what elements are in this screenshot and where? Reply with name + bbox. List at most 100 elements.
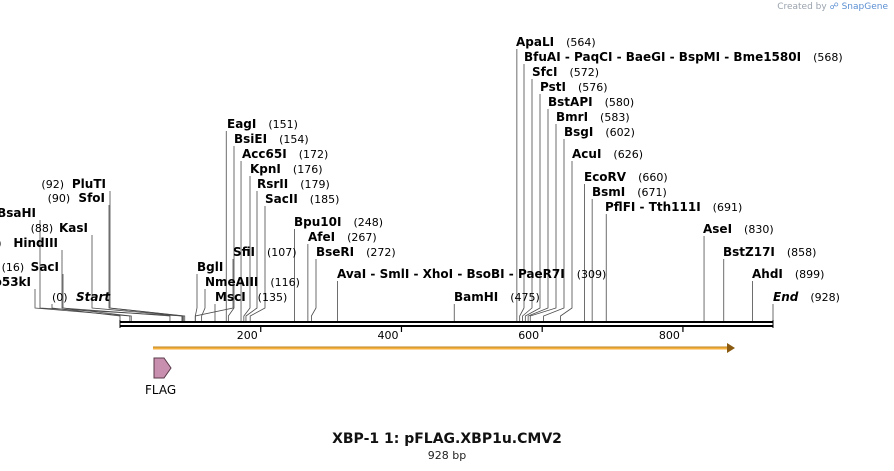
site-name: NarI - BsaHI bbox=[0, 206, 36, 220]
site-position: (116) bbox=[270, 276, 300, 289]
site-name: BsiEI bbox=[234, 132, 267, 146]
site-bsgi[interactable]: BsgI (602) bbox=[564, 125, 635, 139]
site-name: PflFI - Tth111I bbox=[605, 200, 701, 214]
site-name: EcoRV bbox=[584, 170, 627, 184]
map-length: 928 bp bbox=[427, 449, 467, 462]
site-position: (564) bbox=[566, 36, 596, 49]
site-bsiei[interactable]: BsiEI (154) bbox=[234, 132, 309, 146]
site-bpu10i[interactable]: Bpu10I (248) bbox=[294, 215, 383, 229]
site-name: BmrI bbox=[556, 110, 588, 124]
site-position: (858) bbox=[787, 246, 817, 259]
site-leader-bseri bbox=[310, 259, 317, 322]
site-rsrii[interactable]: RsrII (179) bbox=[257, 177, 330, 191]
site-leader-bstapi bbox=[527, 109, 549, 322]
site-name: Eco53kI bbox=[0, 275, 31, 289]
site-psti[interactable]: PstI (576) bbox=[540, 80, 608, 94]
site-position: (71) bbox=[0, 237, 2, 250]
site-hindiii[interactable]: HindIII (71) bbox=[0, 236, 58, 250]
site-leader-nari bbox=[39, 220, 184, 322]
site-bseri[interactable]: BseRI (272) bbox=[316, 245, 396, 259]
site-eagi[interactable]: EagI (151) bbox=[227, 117, 298, 131]
site-ahdi[interactable]: AhdI (899) bbox=[752, 267, 824, 281]
site-name: AhdI bbox=[752, 267, 783, 281]
site-apali[interactable]: ApaLI (564) bbox=[516, 35, 596, 49]
site-nari[interactable]: NarI - BsaHI(89) bbox=[0, 206, 36, 220]
site-name: SfcI bbox=[532, 65, 557, 79]
site-bfuai[interactable]: BfuAI - PaqCI - BaeGI - BspMI - Bme1580I… bbox=[524, 50, 843, 64]
dna-backbone bbox=[119, 320, 774, 328]
site-kpni[interactable]: KpnI (176) bbox=[250, 162, 323, 176]
site-leader-sfoi bbox=[108, 205, 184, 322]
site-position: (583) bbox=[600, 111, 630, 124]
site-eco53ki[interactable]: Eco53kI(14) bbox=[0, 275, 31, 289]
site-position: (92) bbox=[41, 178, 64, 191]
site-name: ApaLI bbox=[516, 35, 554, 49]
site-name: SfiI bbox=[233, 245, 255, 259]
site-position: (272) bbox=[366, 246, 396, 259]
site-bamhi[interactable]: BamHI (475) bbox=[454, 290, 540, 304]
site-position: (671) bbox=[637, 186, 667, 199]
site-name: AcuI bbox=[572, 147, 601, 161]
site-position: (88) bbox=[31, 222, 54, 235]
site-leader-eco53ki bbox=[34, 289, 131, 322]
site-name: BfuAI - PaqCI - BaeGI - BspMI - Bme1580I bbox=[524, 50, 801, 64]
site-bgli[interactable]: BglI bbox=[197, 260, 223, 274]
site-pluti[interactable]: PluTI (92) bbox=[41, 177, 106, 191]
site-position: (309) bbox=[577, 268, 607, 281]
site-name: MscI bbox=[215, 290, 246, 304]
snapgene-credit: Created by ☍ SnapGene bbox=[777, 2, 888, 12]
site-position: (691) bbox=[713, 201, 743, 214]
site-msci[interactable]: MscI (135) bbox=[215, 290, 287, 304]
site-position: (267) bbox=[347, 231, 377, 244]
site-start[interactable]: (0) Start bbox=[52, 290, 111, 304]
site-end[interactable]: End (928) bbox=[773, 290, 840, 304]
site-sfii[interactable]: SfiI (107) bbox=[233, 245, 297, 259]
site-asei[interactable]: AseI (830) bbox=[703, 222, 774, 236]
site-kasi[interactable]: KasI (88) bbox=[31, 221, 88, 235]
site-sacii[interactable]: SacII (185) bbox=[265, 192, 339, 206]
site-leader-bsiei bbox=[227, 146, 235, 322]
site-name: End bbox=[773, 290, 799, 304]
site-position: (107) bbox=[267, 246, 297, 259]
site-position: (0) bbox=[52, 291, 68, 304]
site-name: KpnI bbox=[250, 162, 281, 176]
site-bsmi[interactable]: BsmI (671) bbox=[592, 185, 667, 199]
site-sfoi[interactable]: SfoI (90) bbox=[48, 191, 105, 205]
site-name: AseI bbox=[703, 222, 732, 236]
site-bstz17i[interactable]: BstZ17I (858) bbox=[723, 245, 816, 259]
site-name: PstI bbox=[540, 80, 566, 94]
site-position: (475) bbox=[510, 291, 540, 304]
site-nmeaiii[interactable]: NmeAIII (116) bbox=[205, 275, 300, 289]
site-leader-bgli bbox=[194, 274, 198, 322]
site-name: Start bbox=[76, 290, 111, 304]
bp-axis-ticks: 200 400 600 800 bbox=[237, 326, 684, 342]
site-name: RsrII bbox=[257, 177, 288, 191]
feature-flag[interactable]: FLAG bbox=[145, 357, 176, 397]
site-bstapi[interactable]: BstAPI (580) bbox=[548, 95, 634, 109]
site-name: AvaI - SmlI - XhoI - BsoBI - PaeR7I bbox=[337, 267, 565, 281]
axis-tick-label: 200 bbox=[237, 329, 258, 342]
feature-flag-label: FLAG bbox=[145, 383, 176, 397]
site-name: NmeAIII bbox=[205, 275, 258, 289]
site-leader-kasi bbox=[91, 235, 183, 322]
site-name: SacI bbox=[31, 260, 59, 274]
orf-bar bbox=[153, 343, 735, 353]
site-leader-acui bbox=[560, 161, 573, 322]
site-position: (135) bbox=[258, 291, 288, 304]
site-pflfi[interactable]: PflFI - Tth111I (691) bbox=[605, 200, 742, 214]
site-position: (830) bbox=[744, 223, 774, 236]
site-leader-nmeaiii bbox=[201, 289, 206, 322]
site-name: BstZ17I bbox=[723, 245, 775, 259]
site-acc65i[interactable]: Acc65I (172) bbox=[242, 147, 328, 161]
site-afei[interactable]: AfeI (267) bbox=[308, 230, 377, 244]
site-avai[interactable]: AvaI - SmlI - XhoI - BsoBI - PaeR7I (309) bbox=[337, 267, 606, 281]
site-ecorv[interactable]: EcoRV (660) bbox=[584, 170, 668, 184]
site-leader-psti bbox=[524, 94, 541, 322]
site-sfci[interactable]: SfcI (572) bbox=[532, 65, 599, 79]
site-bmri[interactable]: BmrI (583) bbox=[556, 110, 630, 124]
site-name: BglI bbox=[197, 260, 223, 274]
site-acui[interactable]: AcuI (626) bbox=[572, 147, 643, 161]
site-saci[interactable]: SacI (16) bbox=[2, 260, 59, 274]
site-position: (572) bbox=[569, 66, 599, 79]
site-position: (899) bbox=[795, 268, 825, 281]
